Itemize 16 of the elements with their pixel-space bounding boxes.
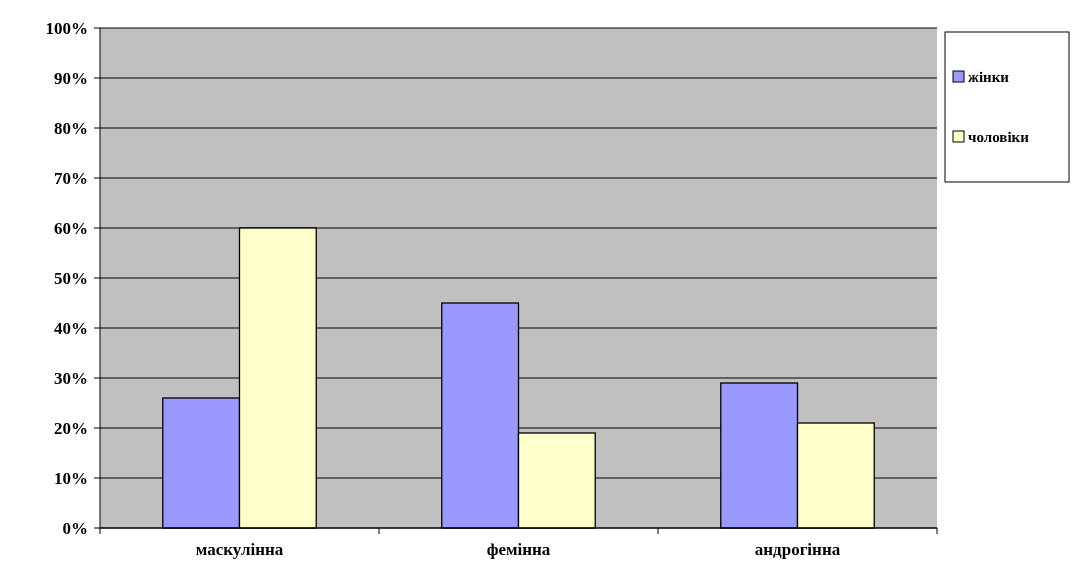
y-tick-label: 100%	[45, 18, 88, 38]
y-tick-label: 70%	[54, 168, 88, 188]
y-tick-label: 40%	[54, 318, 88, 338]
x-tick-label: маскулінна	[195, 540, 284, 559]
y-tick-label: 50%	[54, 268, 88, 288]
y-tick-label: 60%	[54, 218, 88, 238]
legend-label: жінки	[968, 69, 1010, 86]
y-tick-label: 0%	[62, 518, 88, 538]
y-tick-label: 10%	[54, 468, 88, 488]
y-tick-label: 30%	[54, 368, 88, 388]
x-tick-label: андрогінна	[754, 540, 841, 559]
y-tick-label: 20%	[54, 418, 88, 438]
x-tick-label: фемінна	[486, 540, 551, 559]
y-tick-label: 80%	[54, 118, 88, 138]
y-tick-label: 90%	[54, 68, 88, 88]
legend-label: чоловіки	[968, 129, 1030, 146]
